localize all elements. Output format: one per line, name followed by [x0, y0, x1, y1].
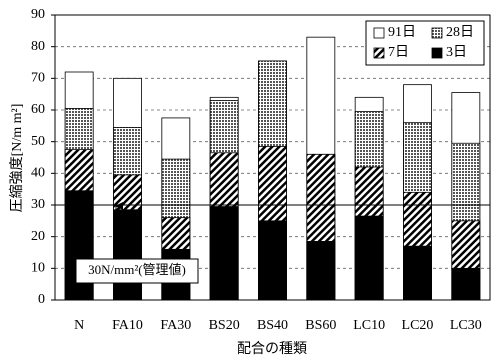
y-tick-label: 70 — [31, 71, 45, 86]
legend-label: 3日 — [446, 45, 467, 60]
x-tick-label: BS60 — [305, 318, 336, 333]
x-tick-label: FA10 — [112, 318, 143, 333]
legend-swatch — [431, 27, 443, 39]
legend-label: 7日 — [388, 45, 409, 60]
x-tick-label: LC10 — [353, 318, 385, 333]
legend-swatch — [373, 27, 385, 39]
reference-label: 30N/mm²(管理値) — [88, 262, 186, 277]
bar — [64, 190, 94, 301]
legend-label: 28日 — [446, 25, 474, 40]
bar — [451, 267, 481, 301]
x-tick-label: FA30 — [160, 318, 191, 333]
legend-swatch — [373, 47, 385, 59]
bar — [306, 241, 336, 301]
bar — [258, 220, 287, 301]
y-tick-label: 20 — [31, 229, 45, 244]
legend-label: 91日 — [388, 25, 416, 40]
y-tick-label: 60 — [31, 102, 45, 117]
y-tick-label: 0 — [38, 292, 45, 307]
y-tick-label: 90 — [31, 7, 45, 22]
y-tick-label: 80 — [31, 39, 45, 54]
x-tick-label: N — [74, 318, 84, 333]
legend-swatch — [431, 47, 443, 59]
y-tick-label: 10 — [31, 261, 45, 276]
x-axis-title: 配合の種類 — [237, 341, 307, 357]
bar — [354, 215, 384, 301]
y-tick-label: 40 — [31, 166, 45, 181]
x-tick-label: BS40 — [257, 318, 288, 333]
x-tick-label: BS20 — [209, 318, 240, 333]
bar — [209, 206, 239, 301]
y-tick-label: 30 — [31, 197, 45, 212]
plot-frame — [54, 14, 491, 301]
bar — [113, 209, 142, 301]
y-tick-label: 50 — [31, 134, 45, 149]
y-axis-title: 圧縮強度[N/m m²] — [9, 104, 25, 213]
reference-label-box — [75, 258, 199, 284]
bar — [403, 245, 432, 301]
x-tick-label: LC20 — [402, 318, 434, 333]
legend-box — [365, 20, 485, 66]
x-tick-label: LC30 — [450, 318, 482, 333]
